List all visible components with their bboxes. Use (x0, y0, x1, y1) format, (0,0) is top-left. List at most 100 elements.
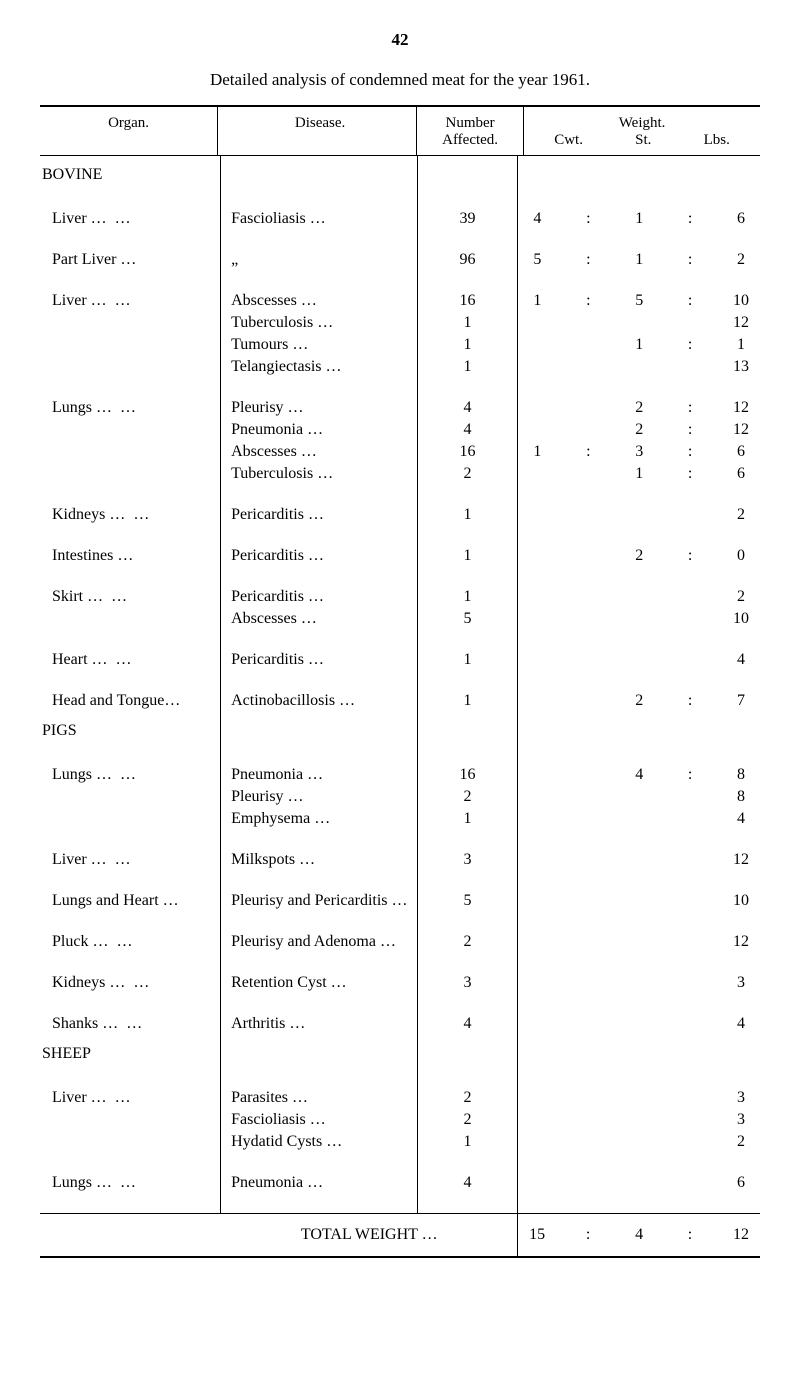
weight-st (624, 610, 654, 628)
weight-st: 1 (624, 465, 654, 483)
number-cell: 3 (417, 972, 518, 994)
page-number: 42 (40, 30, 760, 50)
colon-sep (583, 788, 593, 806)
weight-cwt (522, 692, 552, 710)
weight-st: 4 (624, 766, 654, 784)
number-cell: 1 (417, 312, 518, 334)
colon-sep: : (583, 443, 593, 461)
table-row: Abscesses … 5 10 (40, 608, 760, 630)
spacer-row (40, 189, 760, 208)
organ-cell: Liver … … (40, 849, 221, 871)
weight-lbs: 7 (726, 692, 756, 710)
number-cell: 4 (417, 1172, 518, 1194)
colon-sep: : (685, 443, 695, 461)
colon-sep (583, 506, 593, 524)
disease-cell: Milkspots … (221, 849, 418, 871)
weight-st (624, 933, 654, 951)
number-cell: 1 (417, 545, 518, 567)
colon-sep: : (685, 336, 695, 354)
weight-lbs: 2 (726, 506, 756, 524)
header-lbs: Lbs. (704, 132, 730, 149)
number-cell: 16 (417, 441, 518, 463)
colon-sep (583, 1089, 593, 1107)
weight-st (624, 851, 654, 869)
number-cell: 1 (417, 504, 518, 526)
weight-lbs: 2 (726, 1133, 756, 1151)
table-row: Head and Tongue… Actinobacillosis … 1 2 … (40, 690, 760, 712)
disease-cell: Fascioliasis … (221, 1109, 418, 1131)
organ-cell (40, 356, 221, 378)
weight-st: 1 (624, 251, 654, 269)
weight-cell: 4 : 8 (518, 764, 760, 786)
disease-cell: Abscesses … (221, 608, 418, 630)
weight-cell: 2 : 12 (518, 419, 760, 441)
section-row: PIGS (40, 712, 760, 745)
organ-cell (40, 808, 221, 830)
weight-cell: 4 : 1 : 6 (518, 208, 760, 230)
colon-sep: : (685, 421, 695, 439)
final-rule (40, 1256, 760, 1258)
table-row: Hydatid Cysts … 1 2 (40, 1131, 760, 1153)
spacer-row (40, 485, 760, 504)
organ-cell (40, 1131, 221, 1153)
colon-sep (583, 651, 593, 669)
organ-cell: Heart … … (40, 649, 221, 671)
weight-lbs: 6 (726, 1174, 756, 1192)
number-cell: 1 (417, 649, 518, 671)
total-table: TOTAL WEIGHT … 15 : 4 : 12 (40, 1214, 760, 1256)
weight-cwt (522, 1089, 552, 1107)
spacer-row (40, 830, 760, 849)
disease-cell: Pleurisy … (221, 397, 418, 419)
organ-cell: Lungs … … (40, 1172, 221, 1194)
spacer-row (40, 230, 760, 249)
disease-cell: Pericarditis … (221, 649, 418, 671)
colon-sep (685, 1174, 695, 1192)
table-row: Pneumonia … 4 2 : 12 (40, 419, 760, 441)
weight-cwt (522, 1174, 552, 1192)
section-label: BOVINE (40, 156, 221, 189)
colon-sep (685, 788, 695, 806)
spacer-row (40, 953, 760, 972)
weight-cell: 1 : 3 : 6 (518, 441, 760, 463)
table-row: Shanks … … Arthritis … 4 4 (40, 1013, 760, 1035)
table-row: Pleurisy … 2 8 (40, 786, 760, 808)
number-cell: 1 (417, 808, 518, 830)
weight-cwt: 5 (522, 251, 552, 269)
total-label: TOTAL WEIGHT … (221, 1214, 517, 1256)
weight-lbs: 6 (726, 465, 756, 483)
colon-sep (583, 1111, 593, 1129)
number-cell: 2 (417, 931, 518, 953)
weight-cwt (522, 766, 552, 784)
weight-st (624, 314, 654, 332)
total-row: TOTAL WEIGHT … 15 : 4 : 12 (40, 1214, 760, 1256)
spacer-row (40, 1068, 760, 1087)
disease-cell: Retention Cyst … (221, 972, 418, 994)
number-cell: 1 (417, 690, 518, 712)
disease-cell: Pericarditis … (221, 545, 418, 567)
table-row: Intestines … Pericarditis … 1 2 : 0 (40, 545, 760, 567)
organ-cell (40, 419, 221, 441)
weight-lbs: 12 (726, 851, 756, 869)
weight-cell: 1 : 6 (518, 463, 760, 485)
colon-sep (583, 1133, 593, 1151)
colon-sep (583, 547, 593, 565)
colon-sep: : (685, 210, 695, 228)
weight-cwt: 1 (522, 443, 552, 461)
organ-cell: Shanks … … (40, 1013, 221, 1035)
table-row: Liver … … Abscesses … 16 1 : 5 : 10 (40, 290, 760, 312)
disease-cell: Tumours … (221, 334, 418, 356)
colon-sep (685, 588, 695, 606)
organ-cell (40, 1109, 221, 1131)
disease-cell: Pleurisy … (221, 786, 418, 808)
number-cell: 16 (417, 764, 518, 786)
total-cwt: 15 (522, 1226, 552, 1244)
table-row: Tuberculosis … 1 12 (40, 312, 760, 334)
weight-lbs: 3 (726, 1089, 756, 1107)
colon-sep (583, 933, 593, 951)
weight-cell: 12 (518, 849, 760, 871)
total-spacer (40, 1214, 221, 1256)
organ-cell: Intestines … (40, 545, 221, 567)
weight-cell: 10 (518, 608, 760, 630)
weight-st: 2 (624, 399, 654, 417)
weight-cwt: 1 (522, 292, 552, 310)
